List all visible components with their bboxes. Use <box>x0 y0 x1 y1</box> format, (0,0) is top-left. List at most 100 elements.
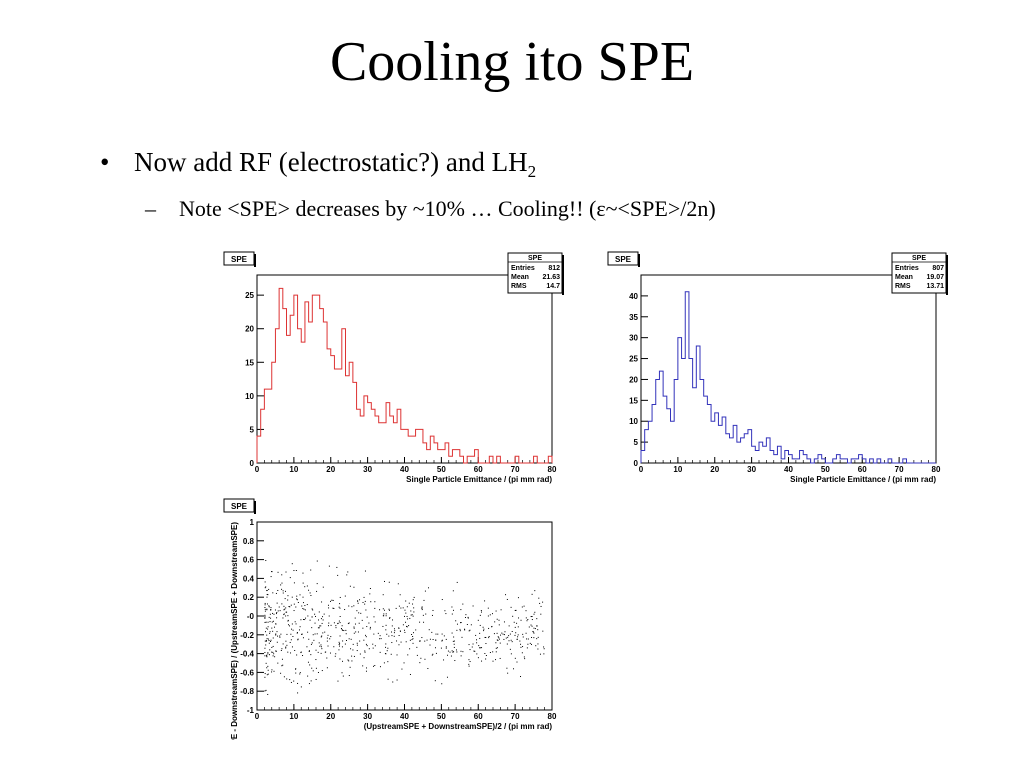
scatter-point <box>387 661 389 663</box>
scatter-point <box>488 637 490 639</box>
scatter-point <box>467 616 469 618</box>
scatter-point <box>319 645 321 647</box>
y-tick-label: 10 <box>629 417 638 426</box>
scatter-point <box>526 647 528 649</box>
bullet-text-wrap: Now add RF (electrostatic?) and LH2 <box>134 147 536 180</box>
scatter-point <box>335 653 337 655</box>
stats-value: 13.71 <box>926 283 944 290</box>
scatter-point <box>287 615 289 617</box>
x-tick-label: 30 <box>363 712 372 721</box>
scatter-point <box>484 600 486 602</box>
scatter-point <box>530 616 532 618</box>
histogram-bin <box>515 456 519 463</box>
scatter-point <box>407 618 409 620</box>
scatter-point <box>310 569 312 571</box>
histogram-bin <box>744 434 748 463</box>
histogram-bin <box>755 450 759 463</box>
scatter-point <box>291 623 293 625</box>
histogram-bin <box>674 379 678 463</box>
x-tick-label: 30 <box>747 465 756 474</box>
scatter-point <box>510 606 512 608</box>
scatter-point <box>519 640 521 642</box>
scatter-point <box>453 646 455 648</box>
scatter-point <box>334 655 336 657</box>
scatter-point <box>302 596 304 598</box>
scatter-point <box>368 648 370 650</box>
histogram-bin <box>268 389 272 463</box>
scatter-point <box>391 635 393 637</box>
scatter-point <box>322 619 324 621</box>
scatter-point <box>496 647 498 649</box>
scatter-point <box>332 607 334 609</box>
scatter-point <box>273 626 275 628</box>
scatter-point <box>480 611 482 613</box>
scatter-point <box>311 616 313 618</box>
histogram-bin <box>671 421 675 463</box>
scatter-point <box>507 672 509 674</box>
scatter-point <box>265 627 267 629</box>
scatter-point <box>432 653 434 655</box>
scatter-point <box>514 626 516 628</box>
y-tick-label: 15 <box>245 358 254 367</box>
scatter-point <box>468 665 470 667</box>
scatter-point <box>406 606 408 608</box>
scatter-point <box>382 594 384 596</box>
scatter-point <box>308 638 310 640</box>
scatter-point <box>470 624 472 626</box>
scatter-point <box>337 622 339 624</box>
scatter-point <box>289 577 291 579</box>
histogram-bin <box>342 329 346 463</box>
scatter-point <box>293 603 295 605</box>
scatter-point <box>285 647 287 649</box>
scatter-point <box>345 633 347 635</box>
y-tick-label: 0 <box>250 459 255 468</box>
scatter-point <box>264 587 266 589</box>
histogram-bin <box>397 409 401 463</box>
scatter-point <box>264 581 266 583</box>
scatter-point <box>443 635 445 637</box>
scatter-point <box>296 632 298 634</box>
histogram-bin <box>814 459 818 463</box>
histogram-bin <box>346 376 350 463</box>
scatter-point <box>535 645 537 647</box>
scatter-point <box>469 649 471 651</box>
scatter-point <box>413 596 415 598</box>
scatter-point <box>405 641 407 643</box>
scatter-point <box>302 602 304 604</box>
scatter-point <box>425 613 427 615</box>
scatter-point <box>453 640 455 642</box>
scatter-point <box>479 632 481 634</box>
scatter-point <box>267 673 269 675</box>
scatter-point <box>266 603 268 605</box>
scatter-point <box>434 680 436 682</box>
scatter-point <box>366 667 368 669</box>
scatter-point <box>276 631 278 633</box>
scatter-point <box>515 632 517 634</box>
scatter-point <box>314 613 316 615</box>
scatter-point <box>356 650 358 652</box>
scatter-point <box>272 651 274 653</box>
scatter-point <box>339 622 341 624</box>
scatter-point <box>402 624 404 626</box>
scatter-point <box>286 678 288 680</box>
scatter-point <box>266 589 268 591</box>
scatter-point <box>493 633 495 635</box>
scatter-point <box>453 643 455 645</box>
scatter-point <box>302 637 304 639</box>
scatter-point <box>296 595 298 597</box>
scatter-point <box>406 626 408 628</box>
histogram-bin <box>774 455 778 463</box>
histogram-bin <box>294 295 298 463</box>
scatter-point <box>393 628 395 630</box>
scatter-point <box>264 614 266 616</box>
scatter-point <box>316 583 318 585</box>
scatter-point <box>397 583 399 585</box>
scatter-point <box>509 648 511 650</box>
scatter-point <box>485 643 487 645</box>
histogram-bin <box>305 302 309 463</box>
x-tick-label: 10 <box>673 465 682 474</box>
x-tick-label: 50 <box>437 465 446 474</box>
scatter-point <box>412 603 414 605</box>
scatter-point <box>466 624 468 626</box>
scatter-point <box>516 622 518 624</box>
